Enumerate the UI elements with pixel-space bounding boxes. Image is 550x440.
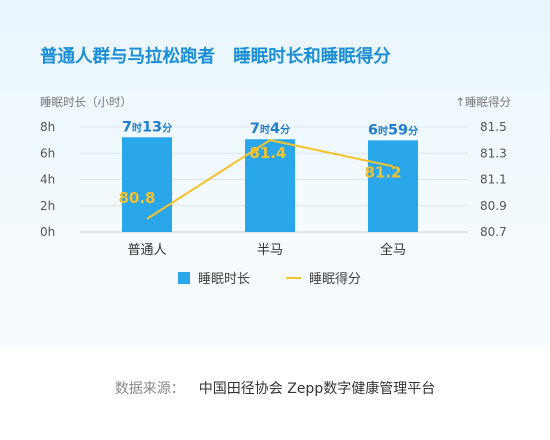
score-line [146, 139, 394, 220]
y-left-tick-label: 4h [40, 173, 55, 187]
bars [122, 137, 418, 232]
legend-swatch-duration [178, 272, 190, 284]
chart-card: 普通人群与马拉松跑者 睡眠时长和睡眠得分 睡眠时长（小时） ↑睡眠得分 7时13… [0, 0, 550, 345]
y-left-tick-label: 8h [40, 120, 55, 134]
source-text: 中国田径协会 Zepp数字健康管理平台 [198, 381, 436, 397]
y-right-tick-label: 80.9 [480, 199, 507, 213]
x-category-label: 半马 [257, 243, 283, 258]
sleep-score-label: 81.4 [249, 144, 286, 162]
y-left-axis-label: 睡眠时长（小时） [40, 95, 132, 109]
y-left-tick-label: 0h [40, 225, 55, 239]
sleep-duration-bar [368, 140, 418, 232]
y-right-tick-label: 81.3 [480, 146, 507, 160]
sleep-duration-bar [245, 139, 295, 232]
chart: 普通人群与马拉松跑者 睡眠时长和睡眠得分 睡眠时长（小时） ↑睡眠得分 7时13… [40, 46, 511, 287]
legend-label-duration: 睡眠时长 [198, 272, 250, 287]
y-left-tick-label: 2h [40, 199, 55, 213]
x-category-label: 全马 [380, 242, 406, 258]
sleep-duration-label: 7时13分 [122, 119, 172, 135]
y-left-tick-label: 6h [40, 146, 55, 160]
legend-label-score: 睡眠得分 [309, 271, 361, 287]
source-label: 数据来源： [114, 381, 185, 397]
y-right-tick-label: 80.7 [480, 225, 507, 239]
sleep-duration-label: 6时59分 [368, 122, 418, 138]
y-right-tick-label: 81.5 [480, 120, 507, 134]
y-right-axis-label: ↑睡眠得分 [455, 95, 511, 109]
y-right-tick-label: 81.1 [480, 173, 507, 187]
sleep-score-label: 80.8 [118, 189, 155, 207]
chart-title: 普通人群与马拉松跑者 睡眠时长和睡眠得分 [40, 46, 391, 67]
legend: 睡眠时长 睡眠得分 [178, 271, 361, 287]
sleep-duration-label: 7时4分 [250, 121, 290, 137]
sleep-duration-bar [122, 137, 172, 232]
axis-ticks: 8h 81.5 6h 81.3 4h 81.1 2h 80.9 0h 80.7 普通人 半马 全马 [40, 120, 507, 258]
data-labels: 7时13分 7时4分 6时59分 80.8 81.4 81.2 [118, 119, 418, 207]
sleep-score-label: 81.2 [364, 163, 401, 181]
data-source: 数据来源： 中国田径协会 Zepp数字健康管理平台 [0, 378, 550, 398]
x-category-label: 普通人 [127, 243, 166, 258]
